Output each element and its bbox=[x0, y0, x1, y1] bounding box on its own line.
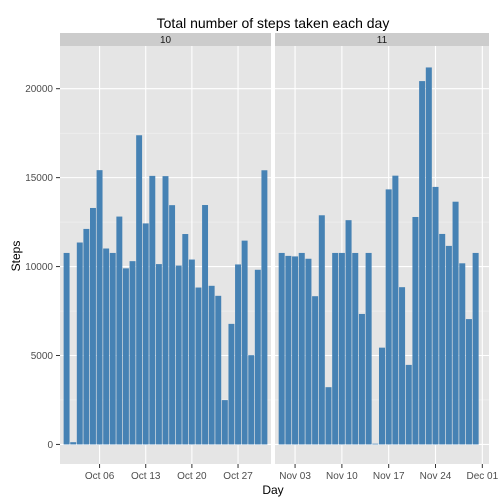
bar bbox=[385, 189, 392, 445]
bar bbox=[405, 364, 412, 445]
bar bbox=[103, 248, 110, 445]
bar bbox=[76, 242, 83, 445]
x-tick-label: Nov 10 bbox=[326, 471, 358, 482]
bar bbox=[155, 264, 162, 445]
y-axis: 0 5000 10000 15000 20000 bbox=[25, 84, 60, 451]
bar bbox=[292, 256, 299, 445]
bar bbox=[352, 252, 359, 445]
bar bbox=[419, 81, 426, 445]
bar bbox=[90, 207, 96, 445]
bar bbox=[305, 258, 312, 445]
bar bbox=[195, 287, 202, 445]
bar bbox=[221, 400, 228, 445]
bar bbox=[215, 295, 222, 445]
y-axis-title: Steps bbox=[9, 241, 23, 272]
bar bbox=[142, 223, 149, 445]
bar bbox=[412, 216, 419, 445]
bar bbox=[439, 233, 446, 445]
facet-panels: 10 Oct 06 Oct 13 Oct 20 Oct 27 11 Nov 03 Nov 10… bbox=[60, 33, 499, 482]
y-tick-label: 15000 bbox=[25, 173, 53, 184]
x-tick-label: Oct 20 bbox=[177, 471, 207, 482]
y-tick-label: 20000 bbox=[25, 84, 53, 95]
facet-strip bbox=[60, 33, 271, 46]
bar bbox=[399, 287, 406, 445]
bar bbox=[169, 205, 176, 445]
bar bbox=[392, 175, 399, 445]
bar bbox=[358, 313, 365, 445]
bar bbox=[261, 170, 268, 445]
y-tick-label: 0 bbox=[47, 440, 53, 451]
bar bbox=[122, 268, 129, 445]
bar bbox=[188, 259, 195, 445]
bar bbox=[235, 264, 241, 445]
bar bbox=[365, 252, 372, 445]
facet-panel-10: 10 Oct 06 Oct 13 Oct 20 Oct 27 bbox=[60, 33, 271, 482]
bar bbox=[465, 319, 472, 445]
facet-strip-label: 11 bbox=[377, 35, 388, 46]
bar bbox=[208, 285, 215, 445]
facet-strip bbox=[275, 33, 489, 46]
facet-panel-11: 11 Nov 03 Nov 10 Nov 17 Nov 24 Dec 01 bbox=[275, 33, 499, 482]
bar bbox=[332, 252, 339, 445]
bar bbox=[241, 240, 248, 445]
bar bbox=[338, 252, 345, 445]
bar bbox=[248, 355, 255, 445]
bar bbox=[452, 201, 459, 445]
x-tick-label: Oct 06 bbox=[85, 471, 115, 482]
x-tick-label: Oct 13 bbox=[131, 471, 161, 482]
bar bbox=[432, 186, 439, 445]
bar bbox=[459, 263, 466, 445]
y-tick-label: 10000 bbox=[25, 262, 53, 273]
x-tick-label: Oct 27 bbox=[223, 471, 253, 482]
bar bbox=[228, 323, 235, 445]
bar bbox=[278, 252, 285, 445]
bar bbox=[109, 252, 116, 445]
bar bbox=[116, 216, 123, 445]
x-axis-title: Day bbox=[262, 483, 283, 497]
x-tick-label: Nov 17 bbox=[373, 471, 405, 482]
bar bbox=[162, 176, 169, 445]
bar bbox=[318, 215, 325, 445]
bar bbox=[83, 228, 90, 445]
bar bbox=[298, 252, 305, 445]
x-tick-label: Dec 01 bbox=[466, 471, 498, 482]
bar bbox=[472, 252, 479, 445]
y-tick-label: 5000 bbox=[31, 351, 54, 362]
bar bbox=[378, 347, 386, 445]
bar bbox=[312, 296, 319, 445]
bar bbox=[63, 252, 70, 445]
facet-strip-label: 10 bbox=[160, 35, 172, 46]
bar bbox=[149, 175, 156, 445]
x-tick-label: Nov 03 bbox=[279, 471, 311, 482]
chart-title: Total number of steps taken each day bbox=[157, 15, 390, 31]
bar bbox=[70, 442, 77, 445]
bar bbox=[285, 255, 292, 445]
bar bbox=[345, 220, 352, 445]
bar bbox=[425, 67, 432, 445]
bar bbox=[96, 170, 103, 445]
bar bbox=[182, 234, 189, 445]
bar bbox=[202, 205, 209, 445]
bar bbox=[372, 443, 379, 445]
bar bbox=[325, 387, 332, 445]
bar bbox=[254, 269, 261, 445]
bar bbox=[136, 135, 143, 445]
bar bbox=[175, 265, 182, 445]
bar bbox=[129, 261, 136, 445]
x-tick-label: Nov 24 bbox=[420, 471, 452, 482]
bar bbox=[445, 245, 452, 445]
